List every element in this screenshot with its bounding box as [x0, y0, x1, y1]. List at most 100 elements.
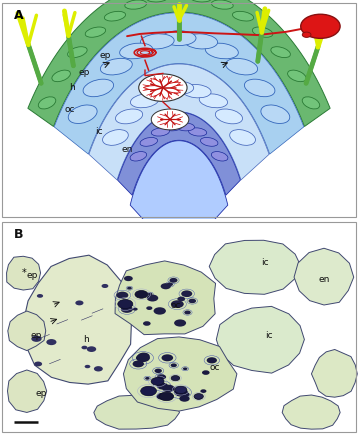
Circle shape — [133, 308, 138, 311]
Circle shape — [84, 365, 90, 368]
Ellipse shape — [211, 151, 228, 161]
Circle shape — [87, 346, 96, 352]
Circle shape — [302, 32, 311, 37]
Ellipse shape — [151, 109, 189, 130]
Circle shape — [162, 385, 175, 392]
Ellipse shape — [226, 58, 258, 75]
Ellipse shape — [83, 79, 113, 97]
Polygon shape — [216, 306, 304, 373]
Polygon shape — [94, 395, 179, 429]
Circle shape — [143, 321, 151, 326]
Circle shape — [183, 368, 188, 370]
Text: h: h — [83, 335, 89, 344]
Circle shape — [174, 388, 188, 397]
Polygon shape — [124, 337, 237, 411]
Circle shape — [167, 283, 173, 286]
Ellipse shape — [140, 34, 174, 49]
Ellipse shape — [105, 11, 126, 21]
Ellipse shape — [130, 94, 159, 108]
Circle shape — [161, 283, 171, 289]
Circle shape — [148, 392, 153, 395]
Text: ep: ep — [78, 68, 90, 77]
Circle shape — [151, 378, 164, 385]
Circle shape — [181, 290, 192, 297]
Circle shape — [147, 295, 158, 302]
Circle shape — [138, 352, 150, 360]
Ellipse shape — [38, 97, 56, 109]
Text: en: en — [318, 275, 330, 284]
Circle shape — [156, 382, 168, 389]
Polygon shape — [54, 13, 304, 154]
Ellipse shape — [182, 85, 211, 98]
Ellipse shape — [205, 43, 238, 59]
Ellipse shape — [120, 43, 153, 59]
Ellipse shape — [212, 0, 233, 9]
Circle shape — [174, 319, 186, 327]
Circle shape — [46, 339, 57, 345]
Text: ic: ic — [265, 331, 272, 340]
Ellipse shape — [125, 0, 146, 9]
Circle shape — [183, 392, 190, 397]
Text: *: * — [22, 268, 27, 278]
Text: h: h — [69, 83, 74, 92]
Ellipse shape — [52, 70, 71, 82]
Circle shape — [171, 363, 177, 367]
Circle shape — [184, 310, 191, 314]
Ellipse shape — [102, 130, 128, 145]
Circle shape — [195, 395, 203, 400]
Circle shape — [34, 362, 42, 366]
Ellipse shape — [68, 47, 87, 58]
Ellipse shape — [199, 94, 228, 108]
Ellipse shape — [271, 47, 290, 58]
Circle shape — [175, 386, 187, 394]
Text: ic: ic — [95, 127, 102, 136]
Ellipse shape — [261, 105, 290, 124]
Circle shape — [146, 306, 153, 310]
Ellipse shape — [230, 130, 256, 145]
Circle shape — [132, 361, 144, 367]
Ellipse shape — [189, 128, 207, 136]
Ellipse shape — [176, 123, 194, 131]
Circle shape — [207, 357, 217, 363]
Polygon shape — [11, 0, 347, 241]
Polygon shape — [89, 64, 269, 180]
Circle shape — [169, 278, 178, 283]
Ellipse shape — [164, 123, 182, 131]
Polygon shape — [115, 261, 216, 335]
Circle shape — [127, 287, 132, 289]
Ellipse shape — [146, 0, 168, 2]
Circle shape — [135, 290, 148, 298]
Text: ep: ep — [100, 51, 111, 60]
Circle shape — [200, 389, 207, 393]
Circle shape — [154, 307, 166, 315]
Circle shape — [179, 395, 190, 402]
Polygon shape — [28, 0, 330, 126]
Circle shape — [118, 299, 133, 309]
Text: ic: ic — [261, 258, 269, 266]
Circle shape — [142, 391, 147, 393]
Circle shape — [171, 300, 184, 308]
Ellipse shape — [184, 34, 218, 49]
Circle shape — [202, 370, 210, 375]
Polygon shape — [294, 248, 354, 305]
Circle shape — [301, 14, 340, 38]
Circle shape — [121, 306, 133, 313]
Text: oc: oc — [170, 301, 181, 309]
Circle shape — [194, 394, 203, 399]
Text: ep: ep — [30, 331, 42, 340]
Ellipse shape — [116, 109, 143, 124]
Text: ep: ep — [35, 389, 47, 398]
Polygon shape — [6, 256, 40, 290]
Ellipse shape — [140, 138, 158, 146]
Circle shape — [157, 375, 163, 378]
Circle shape — [124, 276, 133, 281]
Ellipse shape — [85, 27, 106, 37]
Polygon shape — [130, 141, 228, 259]
Text: oc: oc — [209, 363, 220, 372]
Circle shape — [189, 299, 196, 303]
Text: ep: ep — [26, 270, 38, 279]
Ellipse shape — [164, 81, 194, 95]
Circle shape — [161, 354, 173, 361]
Circle shape — [185, 294, 190, 297]
Ellipse shape — [162, 31, 196, 46]
